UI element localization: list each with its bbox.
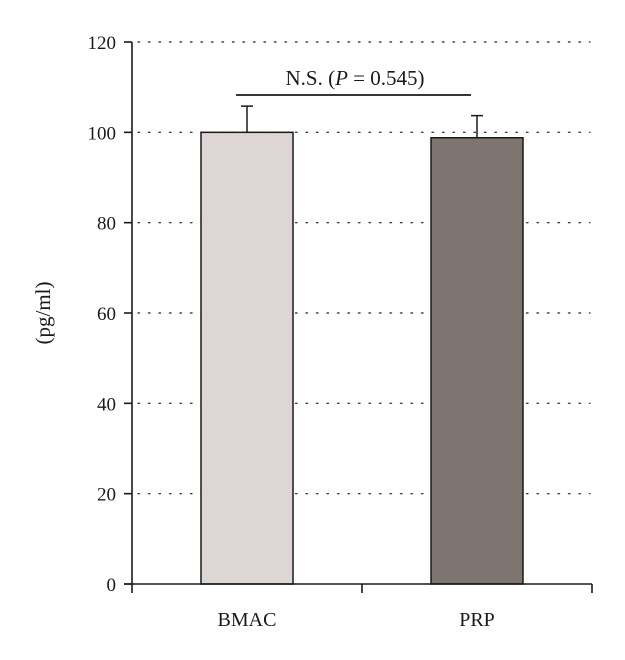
y-tick-label: 100 [88,123,117,144]
bar-bmac [200,131,294,585]
x-category-label: BMAC [218,609,277,631]
y-tick-label: 40 [97,394,116,415]
y-axis-label: (pg/ml) [31,282,55,345]
y-tick-label: 80 [97,214,116,235]
y-tick-label: 20 [97,485,116,506]
bars [200,131,524,585]
axes [124,41,593,593]
x-category-label: PRP [459,609,495,631]
significance-annotation: N.S. (P = 0.545) [236,66,471,96]
significance-label: N.S. (P = 0.545) [285,66,424,90]
bar-prp [430,137,524,585]
x-category-labels: BMAC PRP [218,609,495,631]
y-tick-label: 0 [107,575,117,596]
y-tick-labels: 0 20 40 60 80 100 120 [88,33,117,596]
error-bars [241,105,483,138]
y-tick-label: 60 [97,304,116,325]
y-tick-label: 120 [88,33,117,54]
